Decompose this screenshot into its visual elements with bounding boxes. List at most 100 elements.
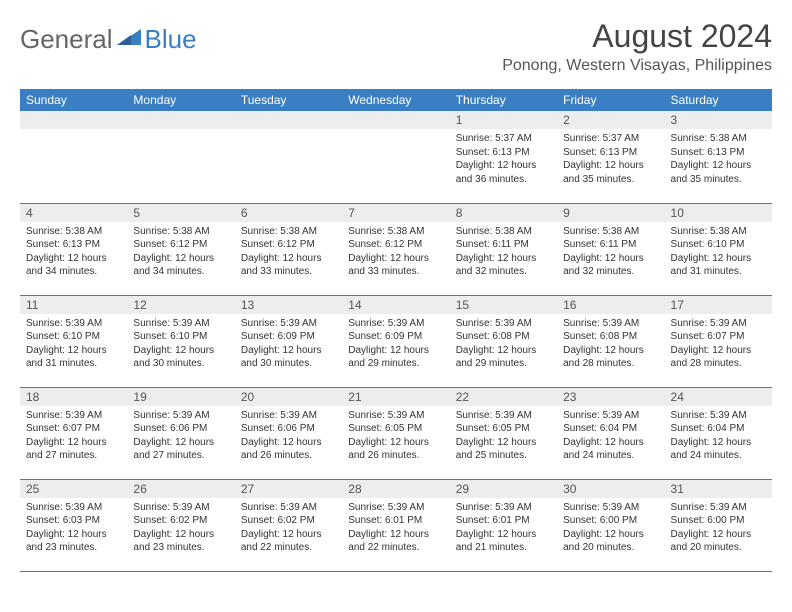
day-number: 19	[127, 388, 234, 406]
day-details: Sunrise: 5:39 AMSunset: 6:07 PMDaylight:…	[665, 314, 772, 374]
day-number: 22	[450, 388, 557, 406]
calendar-day-cell: 21Sunrise: 5:39 AMSunset: 6:05 PMDayligh…	[342, 387, 449, 479]
day-details: Sunrise: 5:39 AMSunset: 6:08 PMDaylight:…	[450, 314, 557, 374]
day-details: Sunrise: 5:39 AMSunset: 6:06 PMDaylight:…	[235, 406, 342, 466]
day-number: 21	[342, 388, 449, 406]
calendar-week-row: 4Sunrise: 5:38 AMSunset: 6:13 PMDaylight…	[20, 203, 772, 295]
day-details: Sunrise: 5:38 AMSunset: 6:11 PMDaylight:…	[557, 222, 664, 282]
day-details: Sunrise: 5:38 AMSunset: 6:12 PMDaylight:…	[235, 222, 342, 282]
day-number: 13	[235, 296, 342, 314]
day-details: Sunrise: 5:38 AMSunset: 6:12 PMDaylight:…	[342, 222, 449, 282]
day-number: 11	[20, 296, 127, 314]
day-details: Sunrise: 5:37 AMSunset: 6:13 PMDaylight:…	[450, 129, 557, 189]
month-title: August 2024	[502, 18, 772, 55]
day-number: 12	[127, 296, 234, 314]
day-number: 17	[665, 296, 772, 314]
weekday-header: Wednesday	[342, 89, 449, 111]
calendar-day-cell: 6Sunrise: 5:38 AMSunset: 6:12 PMDaylight…	[235, 203, 342, 295]
calendar-week-row: 18Sunrise: 5:39 AMSunset: 6:07 PMDayligh…	[20, 387, 772, 479]
logo-text-blue: Blue	[145, 24, 197, 55]
day-number: 25	[20, 480, 127, 498]
day-number: 5	[127, 204, 234, 222]
calendar-day-cell	[127, 111, 234, 203]
calendar-day-cell: 5Sunrise: 5:38 AMSunset: 6:12 PMDaylight…	[127, 203, 234, 295]
day-details: Sunrise: 5:38 AMSunset: 6:13 PMDaylight:…	[20, 222, 127, 282]
calendar-day-cell: 13Sunrise: 5:39 AMSunset: 6:09 PMDayligh…	[235, 295, 342, 387]
day-number: 20	[235, 388, 342, 406]
day-number: 3	[665, 111, 772, 129]
calendar-day-cell: 4Sunrise: 5:38 AMSunset: 6:13 PMDaylight…	[20, 203, 127, 295]
logo-triangle-icon	[117, 27, 143, 52]
calendar-table: SundayMondayTuesdayWednesdayThursdayFrid…	[20, 89, 772, 572]
logo: General Blue	[20, 18, 197, 55]
calendar-day-cell: 3Sunrise: 5:38 AMSunset: 6:13 PMDaylight…	[665, 111, 772, 203]
day-details: Sunrise: 5:39 AMSunset: 6:09 PMDaylight:…	[342, 314, 449, 374]
day-number: 2	[557, 111, 664, 129]
day-number	[342, 111, 449, 129]
day-details: Sunrise: 5:39 AMSunset: 6:00 PMDaylight:…	[557, 498, 664, 558]
calendar-day-cell: 18Sunrise: 5:39 AMSunset: 6:07 PMDayligh…	[20, 387, 127, 479]
calendar-day-cell: 30Sunrise: 5:39 AMSunset: 6:00 PMDayligh…	[557, 479, 664, 571]
day-details: Sunrise: 5:39 AMSunset: 6:00 PMDaylight:…	[665, 498, 772, 558]
day-details: Sunrise: 5:39 AMSunset: 6:02 PMDaylight:…	[127, 498, 234, 558]
day-details: Sunrise: 5:39 AMSunset: 6:10 PMDaylight:…	[127, 314, 234, 374]
day-details: Sunrise: 5:38 AMSunset: 6:11 PMDaylight:…	[450, 222, 557, 282]
day-details: Sunrise: 5:39 AMSunset: 6:03 PMDaylight:…	[20, 498, 127, 558]
day-details: Sunrise: 5:39 AMSunset: 6:07 PMDaylight:…	[20, 406, 127, 466]
day-details	[342, 129, 449, 135]
calendar-day-cell	[235, 111, 342, 203]
calendar-day-cell: 11Sunrise: 5:39 AMSunset: 6:10 PMDayligh…	[20, 295, 127, 387]
weekday-header-row: SundayMondayTuesdayWednesdayThursdayFrid…	[20, 89, 772, 111]
day-number: 28	[342, 480, 449, 498]
day-number: 29	[450, 480, 557, 498]
calendar-day-cell: 23Sunrise: 5:39 AMSunset: 6:04 PMDayligh…	[557, 387, 664, 479]
title-block: August 2024 Ponong, Western Visayas, Phi…	[502, 18, 772, 75]
calendar-day-cell: 22Sunrise: 5:39 AMSunset: 6:05 PMDayligh…	[450, 387, 557, 479]
calendar-day-cell: 15Sunrise: 5:39 AMSunset: 6:08 PMDayligh…	[450, 295, 557, 387]
day-number	[235, 111, 342, 129]
day-number	[127, 111, 234, 129]
calendar-day-cell: 29Sunrise: 5:39 AMSunset: 6:01 PMDayligh…	[450, 479, 557, 571]
weekday-header: Tuesday	[235, 89, 342, 111]
calendar-day-cell: 2Sunrise: 5:37 AMSunset: 6:13 PMDaylight…	[557, 111, 664, 203]
day-number: 18	[20, 388, 127, 406]
day-details: Sunrise: 5:39 AMSunset: 6:08 PMDaylight:…	[557, 314, 664, 374]
calendar-day-cell	[342, 111, 449, 203]
day-number	[20, 111, 127, 129]
location: Ponong, Western Visayas, Philippines	[502, 57, 772, 75]
calendar-day-cell: 31Sunrise: 5:39 AMSunset: 6:00 PMDayligh…	[665, 479, 772, 571]
day-details: Sunrise: 5:39 AMSunset: 6:09 PMDaylight:…	[235, 314, 342, 374]
day-details: Sunrise: 5:39 AMSunset: 6:02 PMDaylight:…	[235, 498, 342, 558]
day-details	[20, 129, 127, 135]
day-number: 10	[665, 204, 772, 222]
calendar-day-cell: 20Sunrise: 5:39 AMSunset: 6:06 PMDayligh…	[235, 387, 342, 479]
day-details: Sunrise: 5:39 AMSunset: 6:10 PMDaylight:…	[20, 314, 127, 374]
day-number: 9	[557, 204, 664, 222]
day-number: 16	[557, 296, 664, 314]
calendar-week-row: 25Sunrise: 5:39 AMSunset: 6:03 PMDayligh…	[20, 479, 772, 571]
header: General Blue August 2024 Ponong, Western…	[20, 18, 772, 75]
day-details	[235, 129, 342, 135]
day-number: 6	[235, 204, 342, 222]
day-number: 1	[450, 111, 557, 129]
calendar-day-cell: 28Sunrise: 5:39 AMSunset: 6:01 PMDayligh…	[342, 479, 449, 571]
day-number: 7	[342, 204, 449, 222]
day-number: 27	[235, 480, 342, 498]
calendar-week-row: 1Sunrise: 5:37 AMSunset: 6:13 PMDaylight…	[20, 111, 772, 203]
day-details	[127, 129, 234, 135]
calendar-day-cell: 16Sunrise: 5:39 AMSunset: 6:08 PMDayligh…	[557, 295, 664, 387]
calendar-day-cell: 1Sunrise: 5:37 AMSunset: 6:13 PMDaylight…	[450, 111, 557, 203]
day-details: Sunrise: 5:39 AMSunset: 6:05 PMDaylight:…	[342, 406, 449, 466]
day-details: Sunrise: 5:39 AMSunset: 6:01 PMDaylight:…	[450, 498, 557, 558]
day-details: Sunrise: 5:39 AMSunset: 6:04 PMDaylight:…	[665, 406, 772, 466]
day-number: 26	[127, 480, 234, 498]
day-number: 23	[557, 388, 664, 406]
calendar-day-cell	[20, 111, 127, 203]
day-details: Sunrise: 5:39 AMSunset: 6:01 PMDaylight:…	[342, 498, 449, 558]
calendar-day-cell: 19Sunrise: 5:39 AMSunset: 6:06 PMDayligh…	[127, 387, 234, 479]
calendar-week-row: 11Sunrise: 5:39 AMSunset: 6:10 PMDayligh…	[20, 295, 772, 387]
weekday-header: Sunday	[20, 89, 127, 111]
calendar-day-cell: 7Sunrise: 5:38 AMSunset: 6:12 PMDaylight…	[342, 203, 449, 295]
calendar-day-cell: 14Sunrise: 5:39 AMSunset: 6:09 PMDayligh…	[342, 295, 449, 387]
calendar-day-cell: 9Sunrise: 5:38 AMSunset: 6:11 PMDaylight…	[557, 203, 664, 295]
